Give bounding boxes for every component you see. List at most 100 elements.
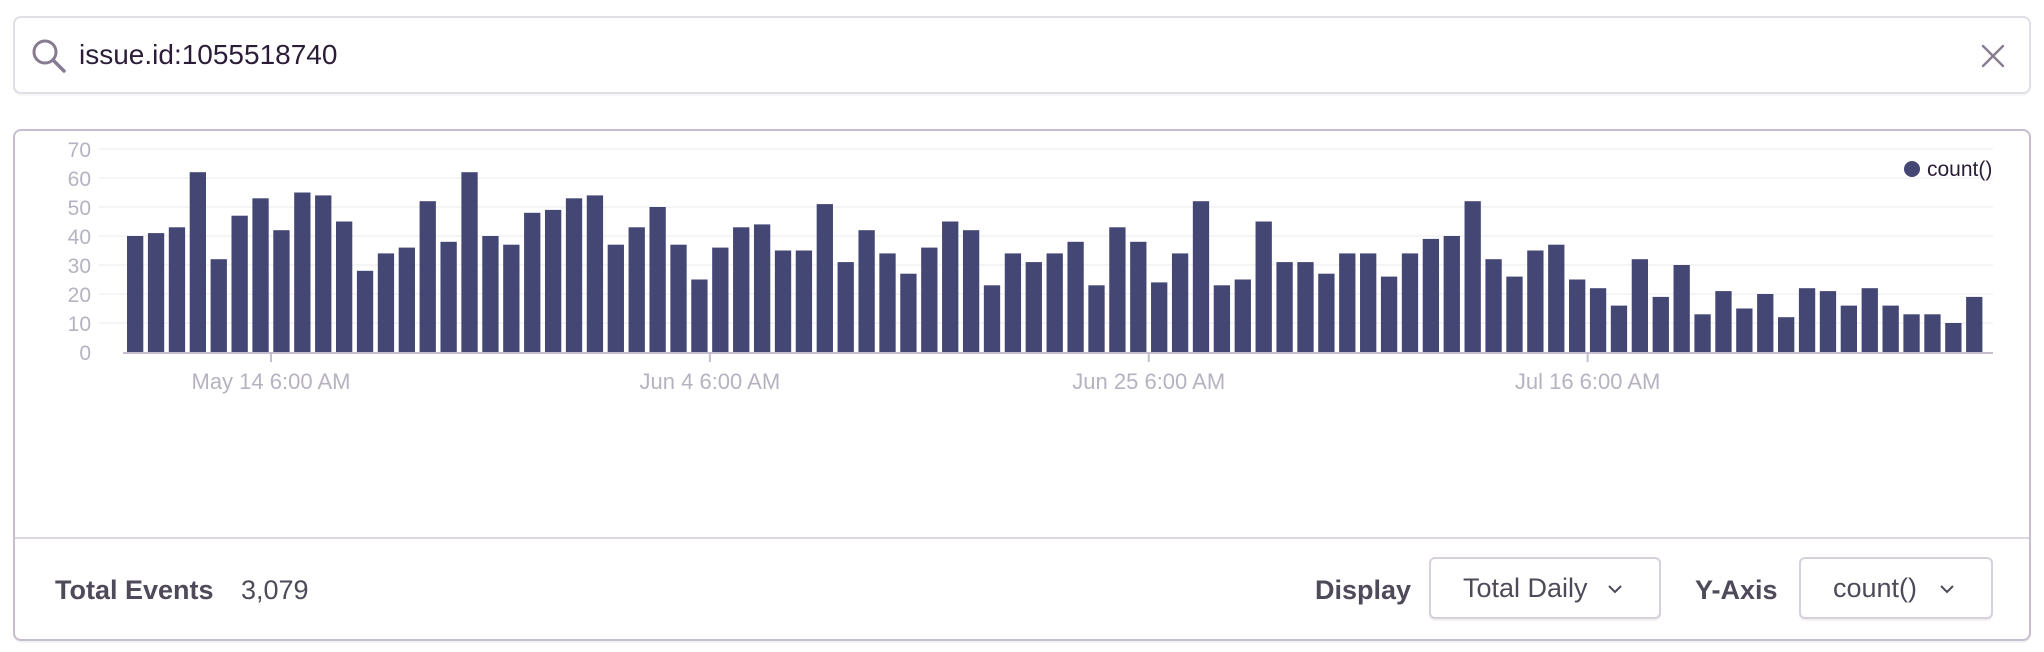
y-axis-dropdown-value: count() (1833, 572, 1918, 603)
bar (586, 195, 604, 352)
bar (921, 247, 938, 352)
y-axis-dropdown[interactable]: count() (1799, 557, 1993, 619)
bar (231, 215, 248, 352)
y-tick-label: 70 (68, 139, 91, 162)
bar (753, 224, 771, 352)
bar (1798, 288, 1816, 352)
x-tick-label: Jul 16 6:00 AM (1515, 369, 1661, 394)
y-tick-label: 30 (68, 255, 91, 278)
y-tick-label: 10 (68, 313, 91, 336)
bar (252, 198, 269, 352)
bar (1757, 294, 1774, 352)
events-chart-panel: 0 10 20 30 40 50 60 70 May 14 6:00 AM Jun 4 6:00 … (13, 129, 2031, 641)
bar (942, 221, 959, 352)
bar (1485, 259, 1502, 352)
bar (189, 172, 206, 352)
bar (419, 201, 436, 352)
bar (168, 227, 186, 352)
search-bar[interactable] (13, 16, 2031, 94)
legend-marker (1904, 161, 1920, 177)
bar (1924, 314, 1941, 352)
bar (1778, 317, 1795, 352)
bar (795, 250, 813, 352)
bar (1527, 250, 1544, 352)
bar (649, 207, 666, 352)
bar (1631, 259, 1649, 352)
bar (1652, 296, 1669, 352)
display-dropdown[interactable]: Total Daily (1429, 557, 1661, 619)
bar (1318, 273, 1335, 352)
bar (1276, 262, 1293, 352)
events-bar-chart: 0 10 20 30 40 50 60 70 May 14 6:00 AM Jun 4 6:00 … (68, 139, 1993, 394)
bar (1109, 227, 1126, 352)
bar (670, 244, 687, 352)
total-events-label: Total Events (55, 575, 214, 605)
y-tick-label: 0 (79, 342, 91, 365)
bar (1360, 253, 1377, 352)
bar (440, 241, 457, 352)
search-input[interactable] (79, 32, 1949, 78)
close-icon[interactable] (1977, 40, 2009, 72)
bar (1422, 238, 1440, 352)
bar (565, 198, 583, 352)
bar (356, 270, 374, 352)
bar (983, 285, 1001, 352)
legend-label: count() (1927, 158, 1992, 181)
chart-footer: Total Events 3,079 Display Total Daily Y… (15, 537, 2029, 641)
bar (1255, 221, 1272, 352)
bar (1673, 265, 1690, 352)
bar (1192, 201, 1210, 352)
bar (1151, 282, 1168, 352)
bar (1694, 314, 1711, 352)
x-tick-label: Jun 25 6:00 AM (1072, 369, 1225, 394)
bar (210, 259, 227, 352)
bar (1464, 201, 1481, 352)
y-tick-label: 50 (68, 197, 91, 220)
y-tick-label: 20 (68, 284, 91, 307)
bar (1130, 241, 1147, 352)
bar (1610, 305, 1628, 352)
bar (1736, 308, 1753, 352)
bar (1443, 236, 1460, 352)
bar (774, 250, 792, 352)
display-label: Display (1315, 575, 1412, 605)
y-axis-label: Y-Axis (1695, 575, 1778, 605)
chevron-down-icon (1940, 585, 1954, 594)
bar (503, 244, 520, 352)
bar (1213, 285, 1231, 352)
bar (1339, 253, 1356, 352)
bar (628, 227, 645, 352)
bar (1401, 253, 1419, 352)
bar (315, 195, 332, 352)
bar (1715, 291, 1732, 352)
bar (733, 227, 750, 352)
y-tick-label: 60 (68, 168, 91, 191)
bar (273, 230, 290, 352)
chevron-down-icon (1608, 585, 1622, 594)
bar (1903, 314, 1920, 352)
bar (1025, 262, 1042, 352)
bar (294, 192, 311, 352)
bar (1840, 305, 1858, 352)
bar (1861, 288, 1878, 352)
bar (1067, 241, 1084, 352)
bar (1569, 279, 1586, 352)
bar (1380, 276, 1398, 352)
bar (1004, 253, 1022, 352)
display-dropdown-value: Total Daily (1463, 572, 1588, 603)
bar (1882, 305, 1899, 352)
bar (900, 273, 917, 352)
bar (147, 233, 165, 352)
bar (127, 236, 144, 352)
bar (461, 172, 478, 352)
bar (712, 247, 729, 352)
bar (524, 212, 541, 352)
y-tick-label: 40 (68, 226, 91, 249)
bar (1819, 291, 1837, 352)
bar (607, 244, 624, 352)
total-events-value: 3,079 (241, 575, 309, 605)
bar (1589, 288, 1607, 352)
search-icon (32, 39, 66, 73)
bar (1088, 285, 1105, 352)
x-tick-label: Jun 4 6:00 AM (640, 369, 781, 394)
